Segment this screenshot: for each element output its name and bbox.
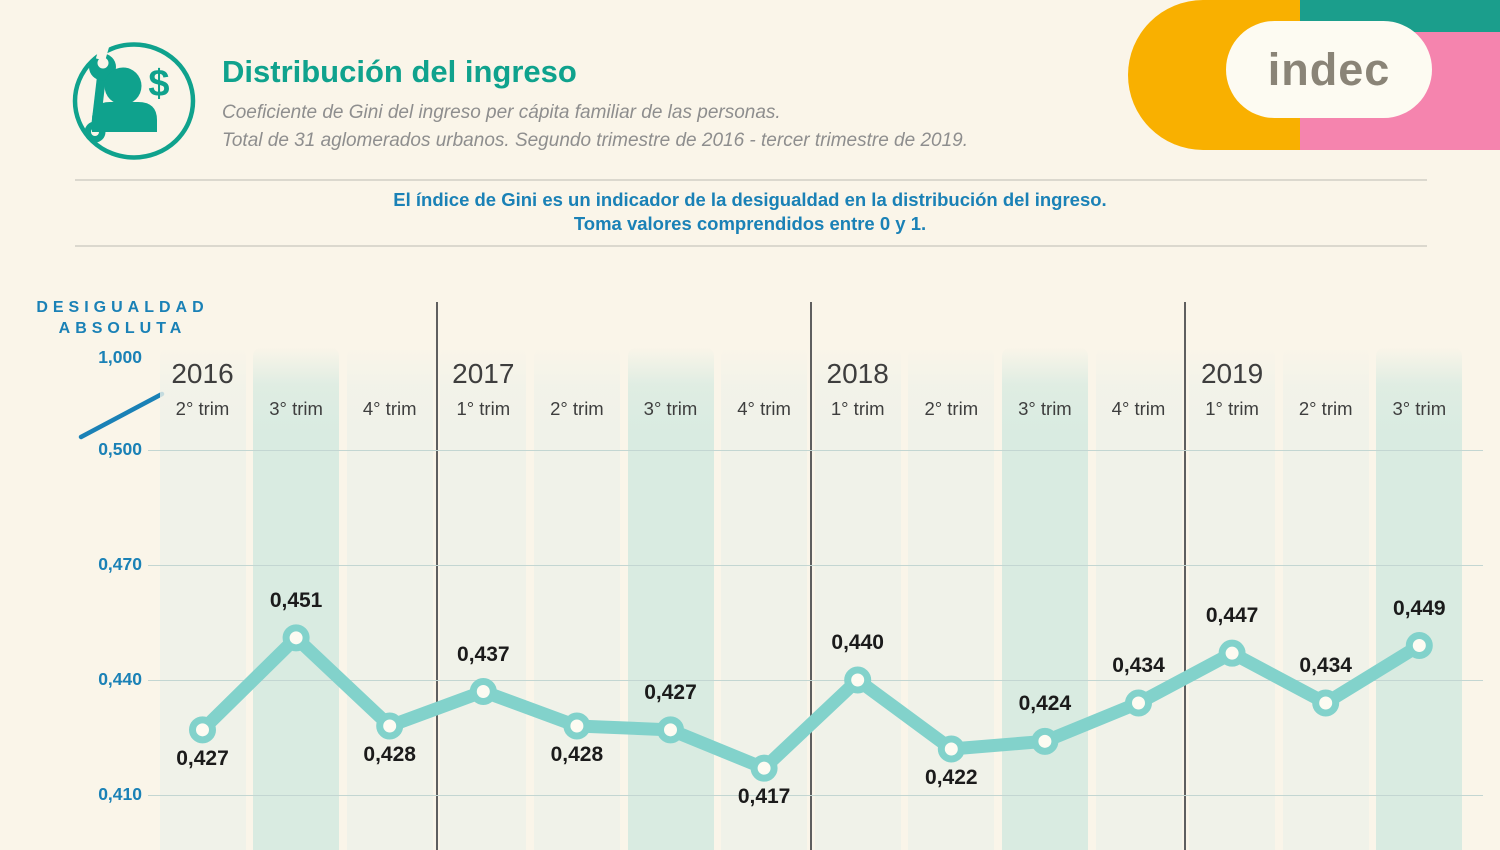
data-point-label: 0,428	[363, 743, 416, 766]
y-axis-top-label: 1,000	[98, 347, 142, 367]
year-label: 2017	[452, 358, 515, 389]
quarter-label: 1° trim	[830, 398, 885, 419]
year-label: 2019	[1200, 358, 1264, 389]
logo-wordmark: indec	[1267, 43, 1391, 95]
data-point-marker	[937, 735, 965, 763]
y-axis-tick-label: 0,470	[98, 554, 142, 574]
indec-logo: indec	[1128, 0, 1500, 150]
data-point-marker	[1218, 639, 1246, 667]
data-point-label: 0,422	[925, 766, 978, 789]
data-point-marker	[657, 716, 684, 744]
y-axis-title-line-1: DESIGUALDAD	[36, 299, 209, 316]
quarter-band	[1376, 347, 1463, 850]
data-point-marker	[189, 716, 216, 744]
divider-line	[75, 179, 1427, 181]
data-point-label: 0,427	[644, 680, 697, 704]
year-divider	[435, 302, 438, 850]
data-point-marker	[1031, 727, 1059, 755]
person-icon	[92, 67, 157, 132]
quarter-label: 3° trim	[1392, 398, 1447, 419]
quarter-band	[1189, 347, 1276, 850]
data-point-label: 0,427	[176, 746, 229, 770]
quarter-band	[814, 347, 901, 850]
quarter-band	[627, 347, 714, 850]
note-line-1: El índice de Gini es un indicador de la …	[393, 189, 1107, 210]
quarter-label: 4° trim	[362, 398, 417, 419]
quarter-band	[1282, 347, 1369, 850]
year-divider	[1184, 302, 1187, 850]
quarter-label: 2° trim	[1298, 398, 1353, 419]
data-point-marker	[844, 666, 872, 694]
y-axis-tick-label: 0,440	[98, 669, 142, 689]
data-point-label: 0,424	[1018, 692, 1072, 716]
quarter-band	[908, 347, 995, 850]
logo-pill: indec	[1226, 21, 1432, 118]
quarter-label: 4° trim	[1111, 398, 1166, 419]
quarter-band	[440, 347, 527, 850]
quarter-label: 2° trim	[550, 398, 604, 419]
gridline	[148, 680, 1483, 681]
dollar-sign-icon: $	[148, 63, 169, 105]
data-point-marker	[750, 754, 778, 782]
data-point-label: 0,434	[1299, 654, 1352, 677]
year-label: 2018	[826, 358, 889, 389]
quarter-band	[253, 347, 340, 850]
quarter-band	[1001, 347, 1088, 850]
data-point-label: 0,428	[550, 743, 604, 766]
gridline	[148, 450, 1483, 451]
year-divider	[809, 302, 812, 850]
data-point-label: 0,447	[1205, 604, 1259, 628]
quarter-label: 3° trim	[643, 398, 698, 419]
quarter-label: 2° trim	[924, 398, 979, 419]
trend-line	[196, 631, 1426, 775]
quarter-band	[533, 347, 620, 850]
data-point-label: 0,440	[831, 631, 884, 654]
quarter-label: 1° trim	[1205, 398, 1259, 419]
quarter-band	[159, 347, 246, 850]
data-point-marker	[376, 712, 404, 740]
data-point-label: 0,449	[1393, 596, 1446, 620]
divider-line	[75, 245, 1427, 247]
data-point-marker	[1312, 689, 1340, 717]
data-point-label: 0,417	[737, 785, 791, 809]
year-label: 2016	[171, 358, 234, 389]
person-wrench-dollar-icon: $	[72, 40, 196, 160]
data-point-label: 0,434	[1112, 654, 1165, 677]
gridline	[148, 795, 1483, 796]
quarter-label: 4° trim	[737, 398, 791, 419]
data-point-label: 0,451	[269, 588, 323, 612]
data-point-marker	[469, 678, 497, 705]
data-point-marker	[282, 624, 310, 652]
quarter-band	[1095, 347, 1182, 850]
quarter-label: 3° trim	[1018, 398, 1072, 419]
data-point-marker	[1405, 632, 1433, 659]
data-point-marker	[563, 712, 591, 740]
data-point-label: 0,437	[457, 642, 510, 666]
y-axis-tick-label: 0,410	[98, 784, 142, 804]
quarter-label: 1° trim	[456, 398, 511, 419]
y-axis-tick-label: 0,500	[98, 439, 142, 459]
subtitle-line-1: Coeficiente de Gini del ingreso per cápi…	[222, 102, 781, 123]
quarter-label: 3° trim	[269, 398, 323, 419]
subtitle-line-2: Total de 31 aglomerados urbanos. Segundo…	[222, 130, 969, 151]
note-line-2: Toma valores comprendidos entre 0 y 1.	[573, 213, 927, 234]
y-axis-title-line-2: ABSOLUTA	[58, 320, 187, 337]
page-title: Distribución del ingreso	[222, 54, 577, 89]
quarter-band	[346, 347, 433, 850]
gridline	[148, 565, 1483, 566]
axis-break-icon	[78, 391, 165, 440]
quarter-label: 2° trim	[175, 398, 230, 419]
data-point-marker	[1125, 689, 1152, 717]
